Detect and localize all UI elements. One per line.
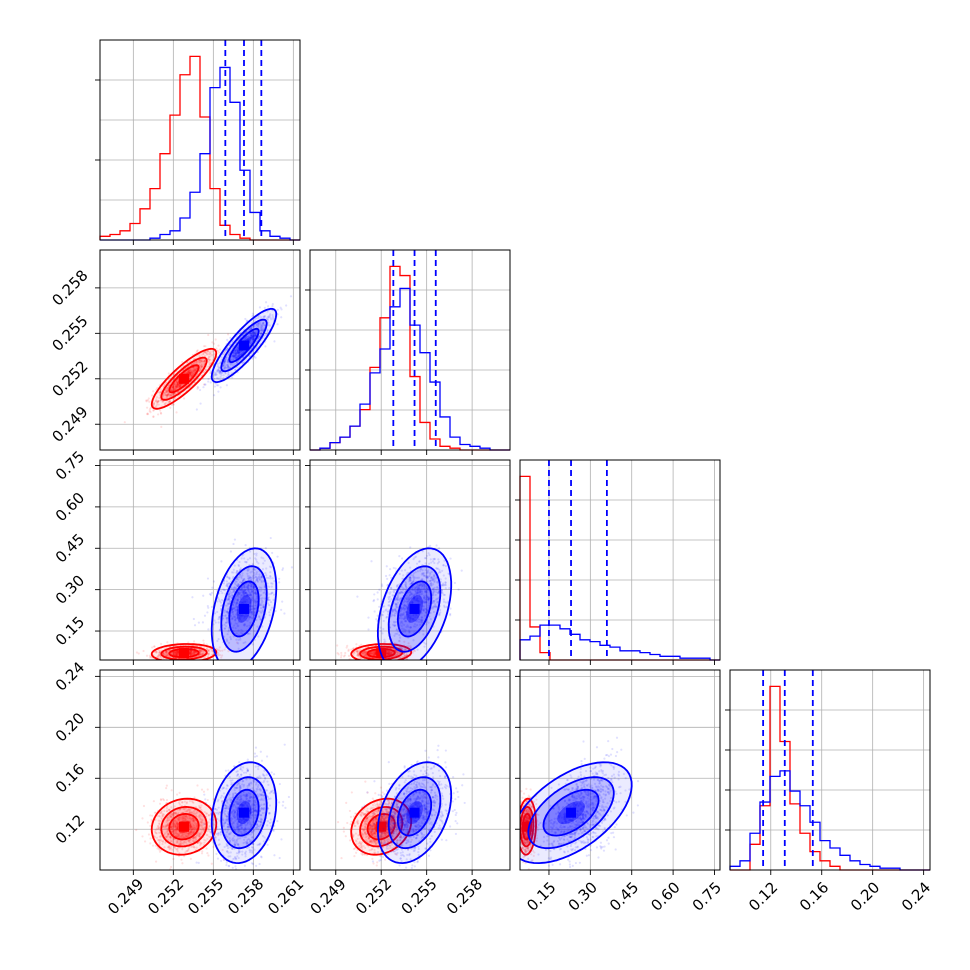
x-tick-label-3-1: 0.16 bbox=[796, 878, 832, 914]
density-peak-red bbox=[179, 373, 189, 384]
x-tick-label-1-3: 0.258 bbox=[443, 875, 486, 918]
contour-blue-1 bbox=[220, 318, 268, 373]
x-tick-label-0-2: 0.255 bbox=[184, 875, 227, 918]
x-tick-label-3-0: 0.12 bbox=[745, 878, 781, 914]
x-tick-label-2-3: 0.60 bbox=[647, 878, 683, 914]
x-tick-label-0-1: 0.252 bbox=[144, 875, 187, 918]
hist-panel-0 bbox=[95, 39, 301, 245]
y-tick-label-2-3: 0.60 bbox=[52, 489, 88, 525]
contour-red-0 bbox=[150, 797, 218, 856]
contour-red-1 bbox=[359, 806, 404, 848]
contour-blue-0 bbox=[376, 761, 453, 865]
density-peak-blue bbox=[409, 807, 420, 818]
scatter-panel-3-2 bbox=[515, 669, 721, 875]
contour-red-1 bbox=[520, 805, 535, 848]
x-tick-label-2-0: 0.15 bbox=[523, 878, 559, 914]
contour-blue-1 bbox=[387, 776, 442, 850]
contour-blue-1 bbox=[527, 776, 615, 850]
density-peak-blue bbox=[239, 603, 249, 614]
y-tick-label-2-0: 0.15 bbox=[52, 613, 88, 649]
contour-blue-2 bbox=[228, 788, 260, 837]
contour-blue-2 bbox=[397, 788, 433, 837]
contour-red-1 bbox=[160, 645, 208, 660]
density-peak-blue bbox=[409, 603, 420, 614]
x-tick-label-1-2: 0.255 bbox=[398, 875, 441, 918]
x-tick-label-3-3: 0.24 bbox=[898, 878, 934, 914]
contour-blue-2 bbox=[228, 327, 260, 363]
contour-blue-1 bbox=[220, 565, 268, 653]
y-tick-label-1-3: 0.258 bbox=[48, 266, 91, 309]
hist-red-2 bbox=[519, 475, 720, 661]
x-tick-label-2-4: 0.75 bbox=[689, 878, 725, 914]
contour-blue-1 bbox=[220, 776, 268, 850]
y-tick-label-2-2: 0.45 bbox=[52, 530, 88, 566]
density-peak-red bbox=[376, 821, 387, 832]
x-tick-label-2-1: 0.30 bbox=[565, 878, 601, 914]
y-tick-label-2-4: 0.75 bbox=[52, 447, 88, 483]
x-tick-label-1-0: 0.249 bbox=[307, 875, 350, 918]
x-tick-label-3-2: 0.20 bbox=[847, 878, 883, 914]
y-tick-label-3-2: 0.20 bbox=[52, 709, 88, 745]
contour-blue-0 bbox=[210, 761, 278, 865]
contour-blue-0 bbox=[210, 307, 278, 384]
y-tick-label-3-1: 0.16 bbox=[52, 760, 88, 796]
x-tick-label-0-0: 0.249 bbox=[104, 875, 147, 918]
contour-red-1 bbox=[160, 805, 208, 848]
contour-blue-2 bbox=[228, 580, 260, 638]
hist-red-0 bbox=[99, 55, 300, 241]
contour-blue-1 bbox=[387, 565, 442, 653]
hist-panel-1 bbox=[305, 249, 511, 455]
hist-panel-3 bbox=[725, 669, 931, 875]
contour-red-1 bbox=[160, 356, 208, 401]
y-tick-label-1-1: 0.252 bbox=[48, 357, 91, 400]
scatter-panel-2-0 bbox=[95, 459, 301, 665]
density-peak-red bbox=[179, 821, 189, 832]
contour-red-0 bbox=[350, 797, 413, 856]
contour-red-0 bbox=[150, 347, 218, 410]
x-tick-label-0-3: 0.258 bbox=[224, 875, 267, 918]
scatter-panel-3-0 bbox=[95, 669, 301, 875]
hist-blue-1 bbox=[310, 287, 510, 451]
density-peak-red bbox=[521, 821, 532, 832]
density-peak-red bbox=[179, 648, 189, 659]
contour-red-1 bbox=[359, 645, 404, 660]
contour-red-2 bbox=[168, 812, 200, 841]
contour-red-2 bbox=[168, 364, 200, 394]
scatter-panel-3-1 bbox=[305, 669, 511, 875]
x-tick-label-0-4: 0.261 bbox=[264, 875, 307, 918]
scatter-panel-2-1 bbox=[305, 459, 511, 665]
y-tick-label-1-0: 0.249 bbox=[48, 403, 91, 446]
y-tick-label-1-2: 0.255 bbox=[48, 312, 91, 355]
contour-blue-2 bbox=[397, 580, 433, 638]
y-tick-label-3-3: 0.24 bbox=[52, 658, 88, 694]
hist-blue-0 bbox=[100, 66, 300, 241]
hist-panel-2 bbox=[515, 459, 721, 665]
contour-blue-0 bbox=[520, 761, 633, 865]
hist-blue-3 bbox=[729, 770, 930, 871]
scatter-panel-1-0 bbox=[95, 249, 301, 455]
contour-blue-2 bbox=[542, 788, 600, 837]
y-tick-label-2-1: 0.30 bbox=[52, 571, 88, 607]
x-tick-label-2-2: 0.45 bbox=[606, 878, 642, 914]
y-tick-label-3-0: 0.12 bbox=[52, 811, 88, 847]
density-peak-blue bbox=[566, 807, 577, 818]
x-tick-label-1-1: 0.252 bbox=[352, 875, 395, 918]
density-peak-blue bbox=[239, 807, 249, 818]
density-peak-blue bbox=[239, 340, 249, 351]
contour-blue-0 bbox=[210, 547, 278, 660]
